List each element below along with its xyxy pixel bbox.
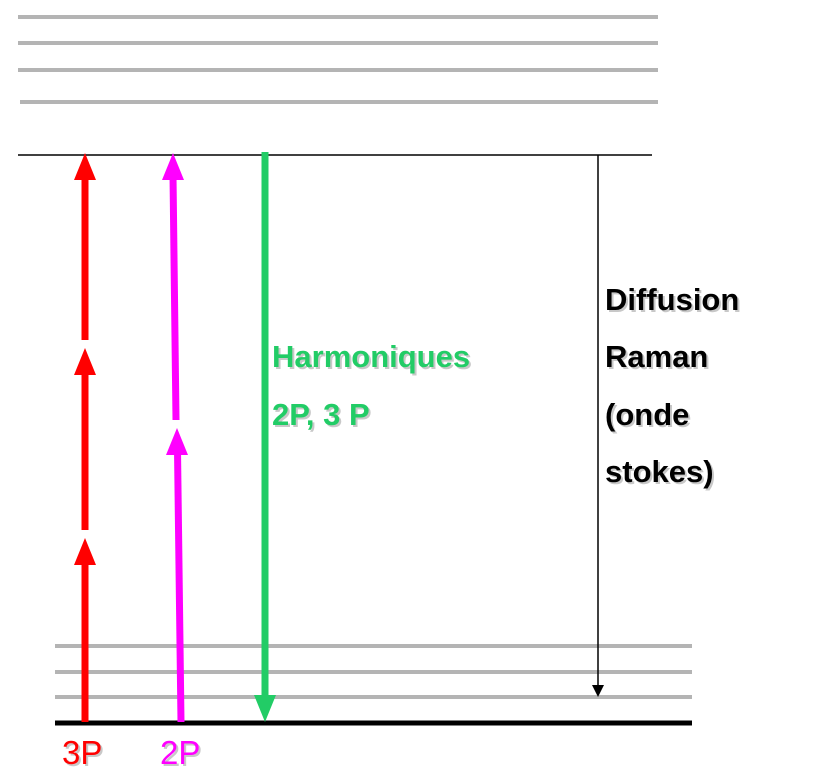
harmonics-label: 2P, 3 P xyxy=(272,397,370,432)
raman-label: (onde xyxy=(605,397,690,432)
arrow-head xyxy=(166,428,188,455)
three-photon-label: 3P xyxy=(62,734,103,771)
raman-label: stokes) xyxy=(605,454,714,489)
three-photon-arrows xyxy=(74,153,96,722)
arrow-shaft xyxy=(169,174,180,421)
two-photon-label: 2P xyxy=(160,734,201,771)
two-photon-arrows xyxy=(162,153,188,723)
raman-label: Diffusion xyxy=(605,282,740,317)
arrow-head xyxy=(162,153,184,180)
arrow-shaft xyxy=(174,449,185,723)
raman-label: Raman xyxy=(605,339,709,374)
arrow-head xyxy=(74,348,96,375)
raman-arrow xyxy=(592,155,604,697)
harmonic-arrow xyxy=(254,152,276,722)
harmonics-label: Harmoniques xyxy=(272,339,471,374)
upper-levels xyxy=(18,15,658,104)
arrow-head xyxy=(74,153,96,180)
lower-levels xyxy=(55,644,692,699)
arrow-head xyxy=(254,695,276,722)
arrow-head xyxy=(592,685,604,697)
arrow-head xyxy=(74,538,96,565)
